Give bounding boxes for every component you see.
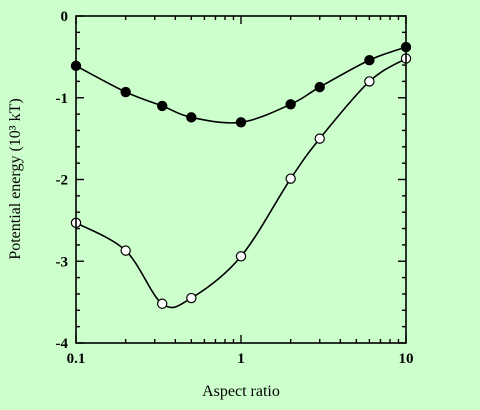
y-tick-label: -3 (56, 254, 69, 270)
data-point-open (120, 245, 131, 256)
plot-frame (75, 15, 407, 344)
data-point-filled (314, 81, 325, 93)
data-point-filled (364, 54, 375, 66)
y-tick-label: -1 (56, 91, 69, 107)
x-tick-label: 1 (237, 351, 245, 367)
data-point-filled (157, 100, 168, 112)
x-axis-title: Aspect ratio (202, 383, 280, 400)
series-markers (70, 41, 412, 309)
y-tick-label: 0 (61, 9, 69, 25)
y-tick-label: -2 (56, 173, 69, 189)
series-line-filled (75, 46, 407, 124)
data-point-open (314, 133, 325, 144)
x-tick-label: 10 (399, 351, 414, 367)
data-point-filled (235, 117, 247, 128)
x-tick-label: 0.1 (67, 351, 86, 367)
data-point-open (186, 292, 197, 304)
y-axis-title: Potential energy (10³ kT) (7, 98, 24, 259)
data-point-open (364, 76, 375, 87)
tick-labels: 0 -1 -2 -3 -40.1 1 10 (56, 9, 414, 367)
data-point-filled (186, 112, 197, 123)
data-point-open (285, 173, 296, 184)
data-point-filled (285, 99, 296, 110)
y-tick-label: -4 (56, 336, 69, 352)
series-curves (75, 46, 407, 309)
data-point-open (235, 251, 247, 262)
axis-ticks (75, 15, 407, 344)
data-point-open (157, 298, 168, 309)
data-point-filled (120, 86, 131, 98)
